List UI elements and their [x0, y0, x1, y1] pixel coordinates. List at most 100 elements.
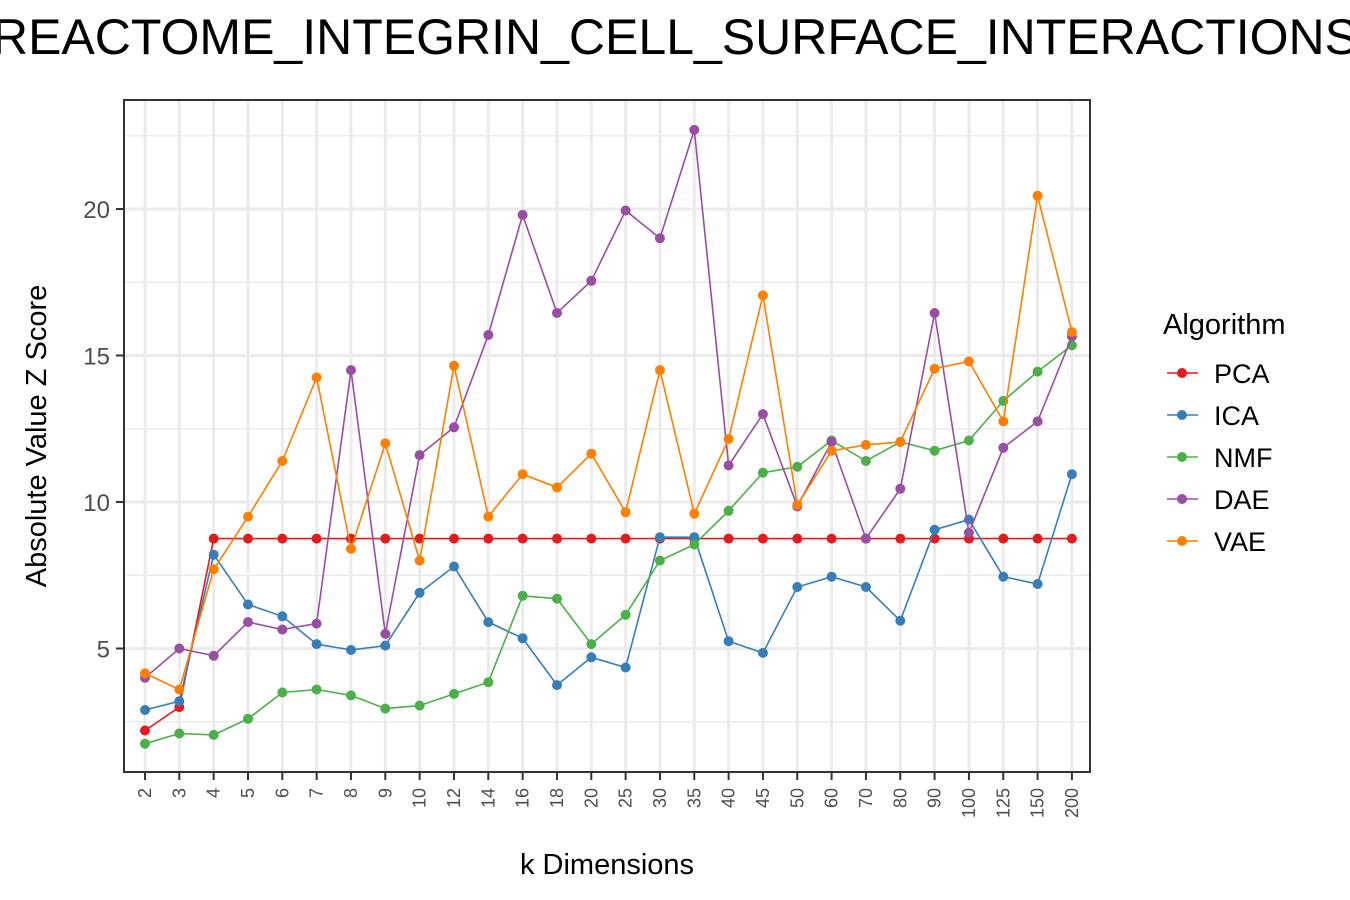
data-point-vae [929, 363, 940, 374]
data-point-nmf [483, 677, 494, 688]
data-point-dae [380, 628, 391, 639]
data-point-ica [1032, 579, 1043, 589]
data-point-pca [414, 533, 425, 544]
data-point-vae [311, 372, 322, 383]
data-point-ica [380, 640, 391, 651]
data-point-nmf [552, 593, 562, 604]
data-point-nmf [586, 639, 597, 650]
data-point-nmf [277, 687, 288, 698]
data-point-ica [483, 617, 494, 628]
data-point-pca [208, 533, 219, 544]
x-tick-label: 45 [753, 788, 773, 808]
data-point-nmf [346, 690, 356, 701]
data-point-vae [723, 434, 734, 444]
x-tick-label: 10 [410, 788, 430, 808]
data-point-nmf [414, 700, 425, 711]
data-point-nmf [243, 713, 253, 724]
data-point-pca [483, 533, 494, 544]
x-tick-label: 40 [719, 788, 739, 808]
data-point-dae [895, 483, 906, 494]
data-point-ica [826, 571, 837, 582]
data-point-vae [1032, 190, 1043, 201]
series-line-ica [144, 473, 1073, 711]
data-point-vae [174, 684, 185, 695]
series-nmf [140, 340, 1077, 749]
data-point-vae [414, 555, 425, 566]
legend-label: NMF [1214, 443, 1272, 473]
data-point-dae [963, 527, 974, 538]
data-point-pca [895, 533, 906, 544]
x-tick-label: 8 [341, 788, 361, 798]
data-point-nmf [380, 703, 391, 714]
data-point-dae [552, 308, 562, 318]
data-point-nmf [174, 728, 185, 739]
data-point-dae [757, 409, 768, 420]
data-point-dae [243, 617, 253, 628]
data-point-vae [620, 507, 631, 518]
x-tick-label: 125 [993, 788, 1013, 818]
data-point-ica [311, 639, 322, 650]
data-point-vae [998, 416, 1009, 427]
legend-title: Algorithm [1163, 309, 1286, 341]
data-point-dae [586, 275, 597, 286]
data-point-nmf [860, 456, 871, 466]
data-point-dae [517, 209, 528, 220]
data-point-pca [998, 533, 1009, 544]
data-point-vae [483, 511, 494, 522]
data-point-pca [449, 533, 459, 544]
series-vae [140, 190, 1077, 695]
data-point-ica [895, 615, 906, 626]
series-ica [140, 469, 1077, 715]
data-point-nmf [620, 609, 631, 620]
x-tick-label: 9 [375, 788, 395, 798]
x-tick-label: 14 [478, 788, 498, 808]
legend-key-point [1177, 410, 1187, 420]
series-pca [140, 533, 1077, 736]
data-point-vae [449, 360, 459, 371]
data-point-dae [929, 308, 940, 318]
data-point-nmf [757, 467, 768, 478]
x-tick-label: 70 [856, 788, 876, 808]
data-point-nmf [1032, 366, 1043, 377]
y-tick-label: 20 [83, 197, 110, 224]
x-tick-label: 18 [547, 788, 567, 808]
data-point-nmf [723, 505, 734, 516]
data-point-nmf [963, 435, 974, 446]
data-point-ica [757, 647, 768, 658]
legend-item-pca: PCA [1167, 359, 1270, 389]
data-point-dae [620, 205, 631, 216]
legend-key-point [1177, 494, 1187, 504]
x-tick-label: 4 [204, 788, 224, 798]
x-axis-title: k Dimensions [520, 849, 694, 881]
data-point-dae [689, 124, 700, 135]
data-point-nmf [689, 539, 700, 550]
series-layer [140, 124, 1077, 749]
data-point-dae [723, 460, 734, 471]
data-point-nmf [654, 555, 665, 566]
y-tick-label: 5 [97, 637, 110, 664]
x-tick-label: 5 [238, 788, 258, 798]
data-point-ica [860, 582, 871, 592]
data-point-pca [140, 725, 150, 736]
data-point-nmf [311, 684, 322, 695]
x-tick-label: 12 [444, 788, 464, 808]
legend-item-vae: VAE [1167, 527, 1266, 557]
data-point-pca [1066, 533, 1077, 544]
data-point-vae [140, 668, 150, 679]
data-point-ica [208, 549, 219, 560]
y-tick-label: 15 [83, 344, 110, 371]
series-line-nmf [144, 344, 1073, 745]
data-point-dae [208, 650, 219, 661]
data-point-ica [140, 705, 150, 715]
data-point-vae [1066, 327, 1077, 338]
data-point-vae [654, 365, 665, 376]
x-tick-label: 2 [135, 788, 155, 798]
x-tick-label: 7 [307, 788, 327, 798]
y-axis-title: Absolute Value Z Score [21, 285, 53, 588]
legend-label: PCA [1214, 359, 1270, 389]
data-point-pca [552, 533, 562, 544]
data-point-vae [792, 499, 803, 510]
data-point-ica [1066, 469, 1077, 480]
